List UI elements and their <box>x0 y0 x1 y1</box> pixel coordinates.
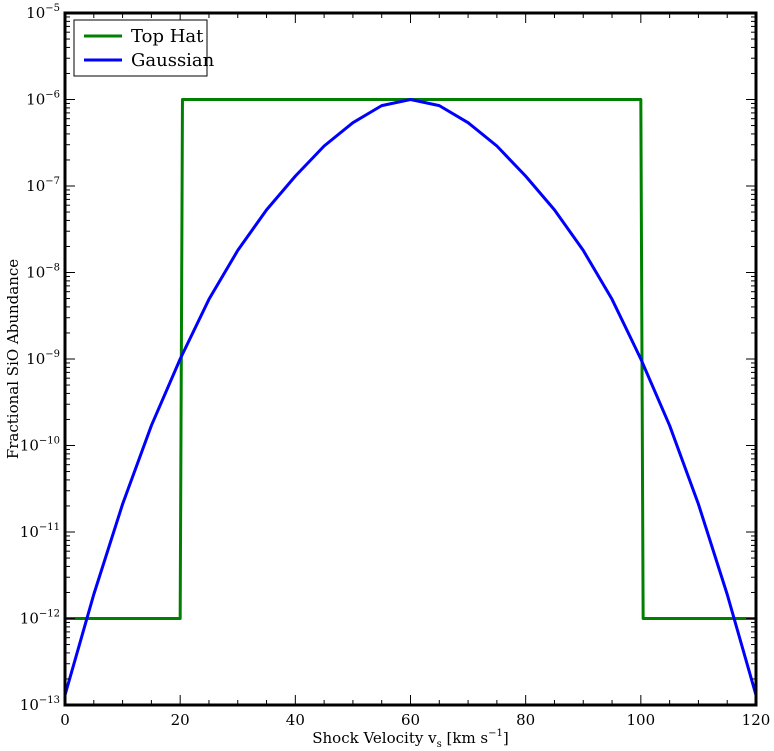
x-tick-label: 100 <box>627 711 656 729</box>
series-line-gaussian <box>65 98 756 696</box>
legend-items: Top Hat Gaussian <box>84 26 215 71</box>
x-tick-label: 80 <box>516 711 535 729</box>
legend: Top Hat Gaussian <box>73 19 215 77</box>
y-tick-label: 10−5 <box>26 3 60 22</box>
y-tick-label: 10−7 <box>26 176 60 195</box>
y-tick-label: 10−13 <box>20 695 60 714</box>
y-tick-label: 10−9 <box>26 349 60 368</box>
x-tick-label: 20 <box>171 711 190 729</box>
y-tick-label: 10−8 <box>26 263 60 282</box>
y-tick-label: 10−11 <box>20 522 60 541</box>
y-tick-label: 10−10 <box>20 436 60 455</box>
legend-label: Gaussian <box>131 50 215 71</box>
x-tick-label: 120 <box>742 711 771 729</box>
series-line-top-hat <box>65 98 756 620</box>
series-layer <box>65 98 756 696</box>
ticks-layer <box>64 12 757 706</box>
x-axis-label: Shock Velocity vs [km s−1] <box>312 728 509 750</box>
y-axis-label: Fractional SiO Abundance <box>4 259 22 459</box>
y-tick-label: 10−12 <box>20 609 60 628</box>
y-tick-label: 10−6 <box>26 90 60 109</box>
legend-label: Top Hat <box>131 26 204 47</box>
legend-box <box>73 19 208 77</box>
x-tick-label: 40 <box>286 711 305 729</box>
plot-frame <box>63 11 758 707</box>
x-tick-label: 0 <box>60 711 70 729</box>
labels-layer: 0 20 40 60 80 100 120 10−13 10−12 10−11 10−10 10−9 1… <box>20 3 771 729</box>
x-tick-label: 60 <box>401 711 420 729</box>
